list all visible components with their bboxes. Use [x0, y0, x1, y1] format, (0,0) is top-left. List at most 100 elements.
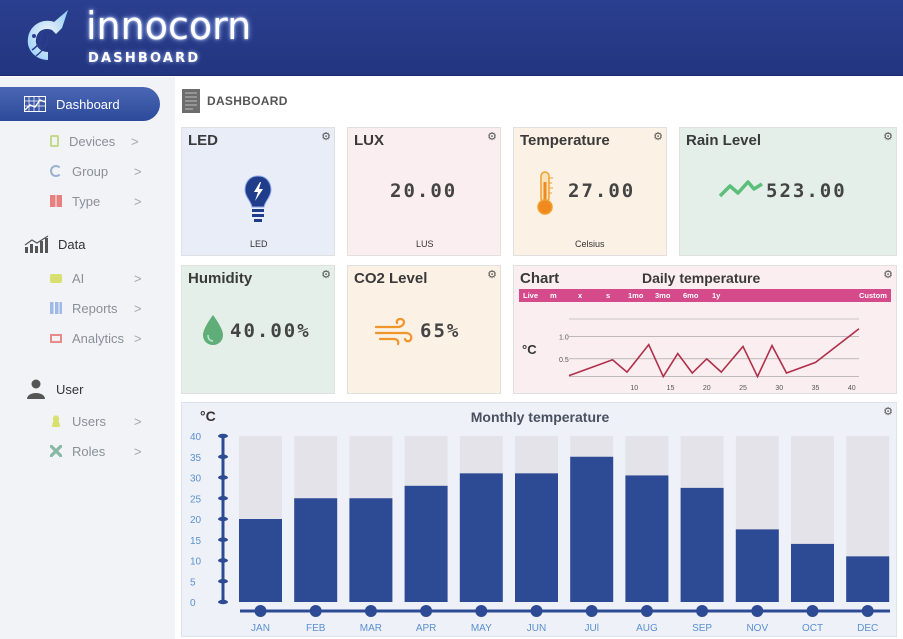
- sidebar-section-label: User: [56, 381, 84, 397]
- sidebar-item-label: Group: [72, 163, 109, 179]
- y-tick-mark: [218, 454, 228, 459]
- bar-chart-icon: [24, 235, 49, 253]
- range-x[interactable]: x: [578, 291, 583, 300]
- sidebar-section-label: Data: [58, 236, 86, 252]
- sidebar-item-ai[interactable]: AI >: [50, 267, 150, 289]
- y-tick-label: 1.0: [559, 335, 569, 342]
- y-tick-label: 0: [190, 598, 196, 609]
- range-3mo[interactable]: 3mo: [655, 291, 671, 300]
- x-tick-label: JUl: [584, 623, 598, 634]
- x-tick-label: 15: [667, 385, 675, 392]
- card-title: Chart: [520, 270, 560, 287]
- gear-icon[interactable]: ⚙: [321, 269, 331, 281]
- range-selector: Live m x s 1mo 3mo 6mo 1y Custom: [519, 289, 891, 302]
- x-axis-marker: [861, 605, 874, 617]
- range-m[interactable]: m: [550, 291, 557, 300]
- x-tick-label: AUG: [636, 623, 658, 634]
- bar[interactable]: [404, 485, 448, 602]
- x-tick-label: 30: [775, 385, 783, 392]
- sidebar-item-roles[interactable]: Roles >: [50, 440, 150, 462]
- y-tick-mark: [218, 558, 228, 563]
- y-tick-mark: [218, 537, 228, 542]
- sidebar-item-label: Analytics: [72, 330, 125, 346]
- gear-icon[interactable]: ⚙: [883, 269, 893, 281]
- sidebar-item-reports[interactable]: Reports >: [50, 297, 150, 319]
- brand-name: innocorn: [86, 4, 252, 48]
- bar[interactable]: [349, 498, 393, 602]
- gear-icon[interactable]: ⚙: [487, 269, 497, 281]
- device-icon: [50, 135, 59, 147]
- sidebar-item-users[interactable]: Users >: [50, 410, 150, 432]
- bar[interactable]: [846, 556, 890, 602]
- bar[interactable]: [459, 473, 503, 602]
- x-axis-marker: [420, 605, 433, 617]
- bar[interactable]: [294, 498, 338, 602]
- gear-icon[interactable]: ⚙: [487, 131, 497, 143]
- sidebar-item-group[interactable]: Group >: [50, 160, 150, 182]
- sidebar-item-dashboard[interactable]: Dashboard: [0, 87, 160, 121]
- sidebar: Dashboard Devices > Group > Type > Data …: [0, 77, 175, 639]
- gear-icon[interactable]: ⚙: [883, 131, 893, 143]
- rain-value: 523.00: [766, 180, 847, 202]
- bar[interactable]: [570, 456, 614, 602]
- gear-icon[interactable]: ⚙: [653, 131, 663, 143]
- sidebar-section-data[interactable]: Data: [24, 235, 85, 253]
- refresh-icon: [50, 165, 62, 177]
- bar[interactable]: [625, 475, 669, 602]
- y-tick-mark: [218, 475, 228, 480]
- sidebar-item-devices[interactable]: Devices >: [50, 130, 150, 152]
- bar[interactable]: [735, 529, 779, 602]
- trend-line-icon: [718, 180, 763, 198]
- range-s[interactable]: s: [606, 291, 611, 300]
- x-axis-marker: [696, 605, 709, 617]
- card-title: Temperature: [520, 132, 610, 149]
- sidebar-item-label: Reports: [72, 300, 118, 316]
- chevron-right-icon: >: [134, 443, 142, 459]
- x-tick-label: APR: [416, 623, 437, 634]
- gear-icon[interactable]: ⚙: [321, 131, 331, 143]
- x-tick-label: OCT: [802, 623, 823, 634]
- range-custom[interactable]: Custom: [859, 291, 887, 300]
- range-1mo[interactable]: 1mo: [628, 291, 644, 300]
- humidity-value: 40.00%: [230, 320, 311, 342]
- daily-line-chart: 1.0 0.5 10 15 20 25 30 35 40: [559, 318, 860, 392]
- unicorn-logo-icon: [27, 10, 68, 60]
- app-header: innocorn DASHBOARD: [0, 0, 903, 76]
- y-tick-label: 35: [190, 453, 202, 464]
- x-axis-marker: [364, 605, 377, 617]
- bar[interactable]: [680, 487, 724, 602]
- x-tick-label: 25: [739, 385, 747, 392]
- x-axis-marker: [640, 605, 653, 617]
- bar[interactable]: [791, 543, 834, 602]
- sidebar-item-type[interactable]: Type >: [50, 190, 150, 212]
- sidebar-section-user[interactable]: User: [24, 379, 83, 399]
- co2-card: CO2 Level ⚙ 65%: [347, 265, 501, 394]
- card-caption: LED: [250, 239, 268, 249]
- brand-subtitle: DASHBOARD: [88, 51, 201, 66]
- gear-icon[interactable]: ⚙: [883, 406, 893, 418]
- tiles-icon: [50, 195, 62, 207]
- range-6mo[interactable]: 6mo: [683, 291, 699, 300]
- sidebar-item-label: Dashboard: [56, 96, 120, 112]
- co2-value: 65%: [420, 320, 461, 342]
- led-card: LED ⚙ LED: [181, 127, 335, 256]
- x-tick-label: JUN: [527, 623, 546, 634]
- bar[interactable]: [239, 519, 282, 602]
- x-axis-marker: [585, 605, 598, 617]
- card-caption: LUS: [416, 239, 434, 249]
- y-tick-mark: [218, 516, 228, 522]
- y-tick-label: 15: [190, 536, 202, 547]
- page-title: DASHBOARD: [207, 94, 288, 108]
- chevron-right-icon: >: [134, 193, 142, 209]
- range-1y[interactable]: 1y: [712, 291, 721, 300]
- card-title: LED: [188, 132, 218, 149]
- monthly-chart-card: °C Monthly temperature ⚙ 40 35 30 25 20 15 10 5…: [181, 402, 897, 637]
- x-tick-label: NOV: [746, 623, 768, 634]
- grid-chart-icon: [24, 96, 46, 112]
- range-live[interactable]: Live: [523, 291, 539, 300]
- bar[interactable]: [515, 473, 558, 602]
- water-drop-icon: [203, 315, 223, 345]
- sidebar-item-analytics[interactable]: Analytics >: [50, 327, 150, 349]
- y-tick-label: 5: [190, 577, 196, 588]
- humidity-card: Humidity ⚙ 40.00%: [181, 265, 335, 394]
